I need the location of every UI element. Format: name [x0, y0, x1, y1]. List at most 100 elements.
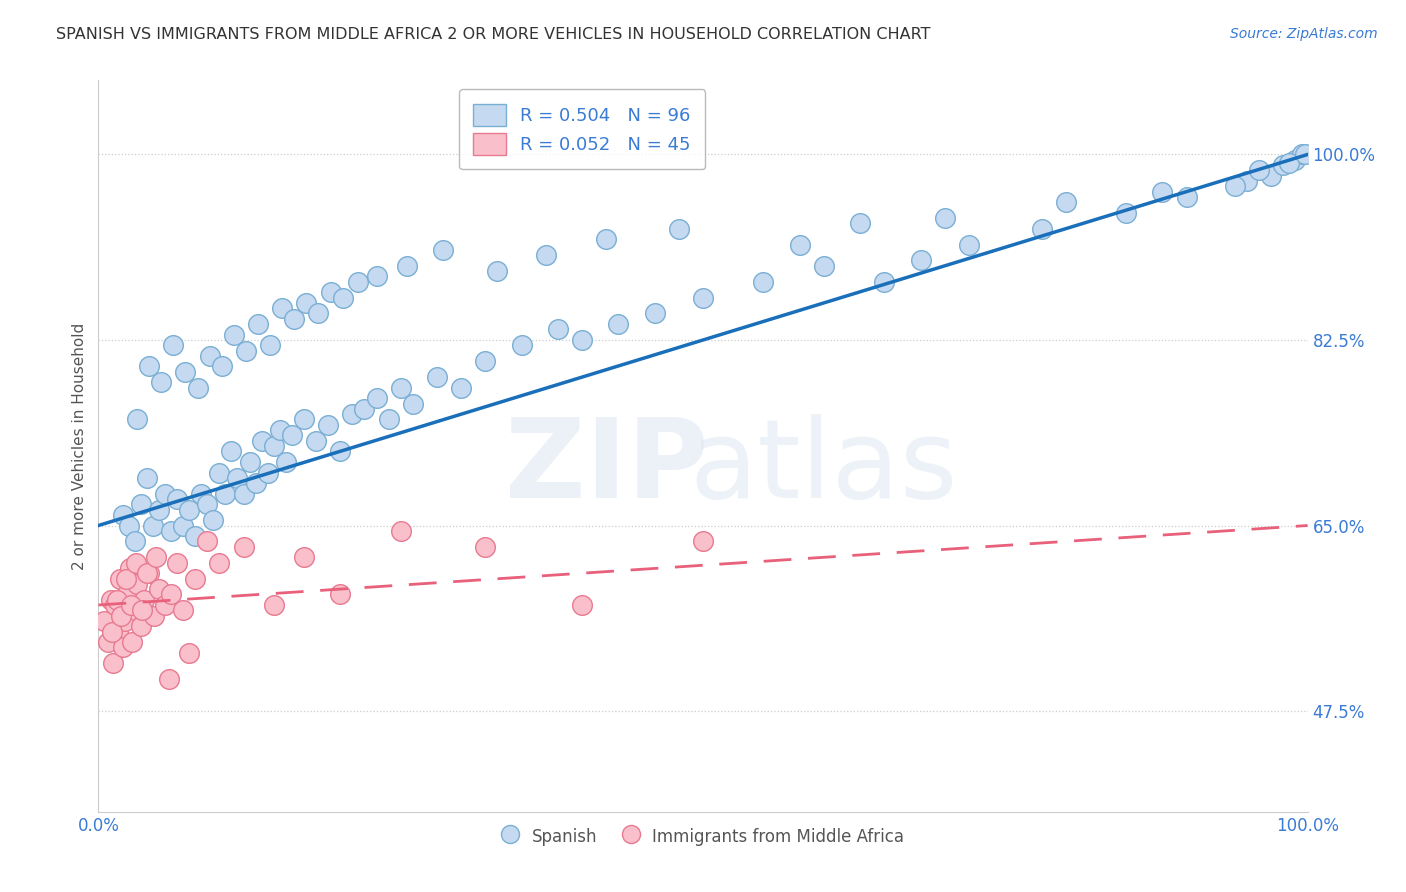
Point — [1249, 163, 1271, 178]
Point — [121, 635, 143, 649]
Point — [198, 349, 221, 363]
Point — [184, 572, 207, 586]
Point — [118, 518, 141, 533]
Point — [353, 401, 375, 416]
Point — [184, 529, 207, 543]
Point — [166, 556, 188, 570]
Point — [1294, 147, 1316, 161]
Point — [208, 466, 231, 480]
Point — [534, 248, 557, 262]
Point — [153, 598, 176, 612]
Point — [474, 540, 496, 554]
Point — [668, 221, 690, 235]
Point — [166, 491, 188, 506]
Point — [263, 439, 285, 453]
Point — [124, 534, 146, 549]
Point — [134, 592, 156, 607]
Point — [295, 296, 318, 310]
Point — [125, 556, 148, 570]
Point — [117, 587, 139, 601]
Point — [105, 592, 128, 607]
Point — [208, 556, 231, 570]
Point — [101, 657, 124, 671]
Point — [305, 434, 328, 448]
Point — [172, 518, 194, 533]
Point — [342, 407, 364, 421]
Point — [100, 624, 122, 639]
Point — [127, 576, 149, 591]
Point — [692, 534, 714, 549]
Point — [153, 486, 176, 500]
Point — [129, 619, 152, 633]
Point — [366, 392, 388, 406]
Point — [571, 333, 593, 347]
Point — [395, 259, 418, 273]
Point — [138, 566, 160, 581]
Point — [148, 502, 170, 516]
Point — [474, 354, 496, 368]
Point — [910, 253, 932, 268]
Point — [202, 513, 225, 527]
Point — [269, 423, 291, 437]
Point — [292, 412, 315, 426]
Point — [377, 412, 399, 426]
Text: Source: ZipAtlas.com: Source: ZipAtlas.com — [1230, 27, 1378, 41]
Point — [308, 306, 330, 320]
Point — [195, 497, 218, 511]
Text: atlas: atlas — [690, 415, 957, 522]
Point — [450, 381, 472, 395]
Point — [138, 359, 160, 374]
Point — [118, 561, 141, 575]
Point — [1054, 195, 1077, 210]
Point — [108, 572, 131, 586]
Point — [107, 624, 129, 639]
Point — [389, 524, 412, 538]
Legend: Spanish, Immigrants from Middle Africa: Spanish, Immigrants from Middle Africa — [494, 818, 912, 855]
Point — [100, 592, 122, 607]
Point — [187, 381, 209, 395]
Point — [145, 550, 167, 565]
Point — [131, 603, 153, 617]
Point — [211, 359, 233, 374]
Point — [160, 524, 183, 538]
Point — [1175, 190, 1198, 204]
Point — [162, 338, 184, 352]
Point — [347, 275, 370, 289]
Point — [510, 338, 533, 352]
Point — [486, 264, 509, 278]
Point — [97, 635, 120, 649]
Point — [247, 317, 270, 331]
Point — [190, 486, 212, 500]
Point — [222, 327, 245, 342]
Point — [111, 640, 134, 655]
Text: SPANISH VS IMMIGRANTS FROM MIDDLE AFRICA 2 OR MORE VEHICLES IN HOUSEHOLD CORRELA: SPANISH VS IMMIGRANTS FROM MIDDLE AFRICA… — [56, 27, 931, 42]
Point — [160, 587, 183, 601]
Point — [849, 216, 872, 230]
Point — [789, 237, 811, 252]
Point — [281, 428, 304, 442]
Point — [104, 598, 127, 612]
Point — [226, 471, 249, 485]
Point — [329, 587, 352, 601]
Point — [1115, 206, 1137, 220]
Point — [283, 311, 305, 326]
Text: ZIP: ZIP — [505, 415, 709, 522]
Point — [607, 317, 630, 331]
Point — [957, 237, 980, 252]
Point — [934, 211, 956, 225]
Point — [221, 444, 243, 458]
Point — [232, 540, 254, 554]
Point — [250, 434, 273, 448]
Point — [692, 291, 714, 305]
Point — [259, 338, 281, 352]
Point — [432, 243, 454, 257]
Point — [142, 518, 165, 533]
Point — [129, 497, 152, 511]
Point — [148, 582, 170, 596]
Point — [329, 444, 352, 458]
Point — [547, 322, 569, 336]
Point — [274, 455, 297, 469]
Point — [232, 486, 254, 500]
Point — [135, 566, 157, 581]
Point — [1031, 221, 1053, 235]
